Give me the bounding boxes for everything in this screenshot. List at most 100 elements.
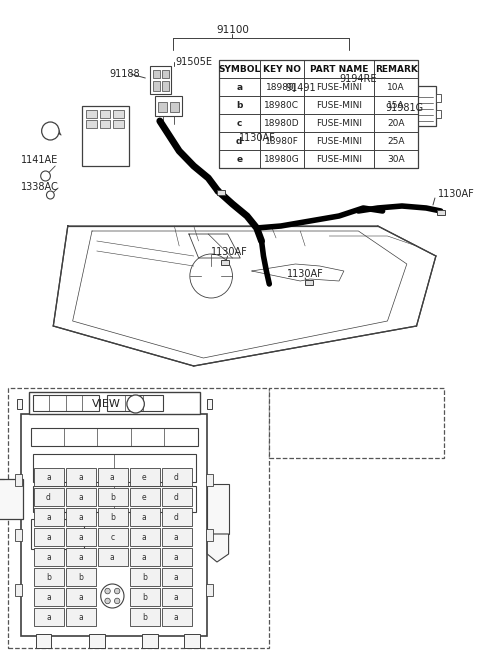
Bar (66, 588, 96, 606)
Bar (100, 110, 110, 118)
Bar (15, 474, 22, 486)
Bar (86, 120, 97, 128)
Bar (113, 110, 124, 118)
Text: a: a (174, 533, 179, 541)
Text: a: a (110, 472, 115, 482)
Text: A: A (132, 399, 139, 409)
Text: 18980D: 18980D (264, 119, 300, 127)
Circle shape (190, 254, 232, 298)
Bar (327, 85, 333, 98)
Text: 91505E: 91505E (175, 57, 212, 67)
Text: a: a (78, 493, 83, 501)
Bar (436, 110, 441, 118)
Bar (312, 85, 318, 98)
Bar (206, 529, 213, 541)
Text: e: e (142, 472, 147, 482)
Circle shape (105, 598, 110, 604)
Bar (66, 488, 96, 506)
Text: a: a (46, 592, 51, 602)
Bar (66, 608, 96, 626)
Text: SYMBOL: SYMBOL (218, 64, 260, 73)
Text: b: b (110, 493, 115, 501)
Text: 91188: 91188 (109, 69, 140, 79)
Bar (33, 454, 196, 482)
Text: c: c (237, 119, 242, 127)
Text: a: a (174, 613, 179, 621)
Bar (153, 70, 160, 78)
Text: FUSE-MINI: FUSE-MINI (316, 100, 362, 110)
Text: FUSE-MINI: FUSE-MINI (316, 136, 362, 146)
Text: a: a (78, 533, 83, 541)
Circle shape (114, 598, 120, 604)
Text: 25A: 25A (387, 136, 405, 146)
Bar (162, 488, 192, 506)
Bar (162, 70, 168, 78)
Bar (162, 568, 192, 586)
Text: d: d (174, 472, 179, 482)
Bar (8, 388, 269, 648)
Bar (15, 584, 22, 596)
Text: FUSE-MINI: FUSE-MINI (316, 83, 362, 91)
Bar (206, 584, 213, 596)
Bar (335, 85, 341, 98)
Text: a: a (174, 552, 179, 562)
Bar (436, 94, 441, 102)
Polygon shape (207, 534, 228, 562)
Text: a: a (46, 533, 51, 541)
Bar (21, 414, 207, 636)
Bar (98, 468, 128, 486)
Bar (34, 528, 64, 546)
Text: 91100: 91100 (216, 25, 249, 35)
Text: REMARK: REMARK (375, 64, 418, 73)
Text: d: d (174, 512, 179, 522)
Circle shape (101, 584, 124, 608)
Text: b: b (78, 573, 83, 581)
Text: c: c (110, 533, 114, 541)
Circle shape (114, 588, 120, 594)
Text: d: d (46, 493, 51, 501)
Text: a: a (142, 533, 147, 541)
Text: b: b (142, 573, 147, 581)
Text: 18980J: 18980J (266, 83, 298, 91)
Text: 20A: 20A (387, 119, 405, 127)
Bar (130, 588, 160, 606)
Text: a: a (46, 613, 51, 621)
Circle shape (47, 191, 54, 199)
Text: b: b (142, 592, 147, 602)
Bar (34, 468, 64, 486)
Text: 1141AE: 1141AE (21, 155, 59, 165)
Text: 10A: 10A (387, 83, 405, 91)
Text: 1130AF: 1130AF (438, 189, 475, 199)
Bar (221, 260, 228, 264)
Bar (130, 608, 160, 626)
Bar (150, 66, 171, 94)
Text: b: b (236, 100, 242, 110)
Bar (217, 190, 225, 194)
Bar (98, 488, 128, 506)
Bar (98, 548, 128, 566)
Text: 18980G: 18980G (264, 155, 300, 163)
Bar (162, 81, 168, 91)
Bar (98, 508, 128, 526)
Bar (437, 209, 444, 215)
Text: a: a (78, 592, 83, 602)
Text: 1338AC: 1338AC (21, 182, 59, 192)
Bar (269, 388, 444, 458)
Text: 1130AF: 1130AF (239, 133, 276, 143)
Bar (206, 474, 213, 486)
Bar (288, 108, 301, 113)
Bar (34, 568, 64, 586)
Text: A: A (47, 126, 54, 136)
Text: 30A: 30A (387, 155, 405, 163)
Text: a: a (110, 552, 115, 562)
Text: PART NAME: PART NAME (310, 64, 368, 73)
Bar (100, 120, 110, 128)
Text: a: a (78, 512, 83, 522)
Bar (33, 486, 196, 512)
Bar (378, 94, 383, 102)
Text: a: a (78, 613, 83, 621)
Bar (130, 508, 160, 526)
Bar (162, 588, 192, 606)
Bar (66, 548, 96, 566)
Text: d: d (236, 136, 242, 146)
